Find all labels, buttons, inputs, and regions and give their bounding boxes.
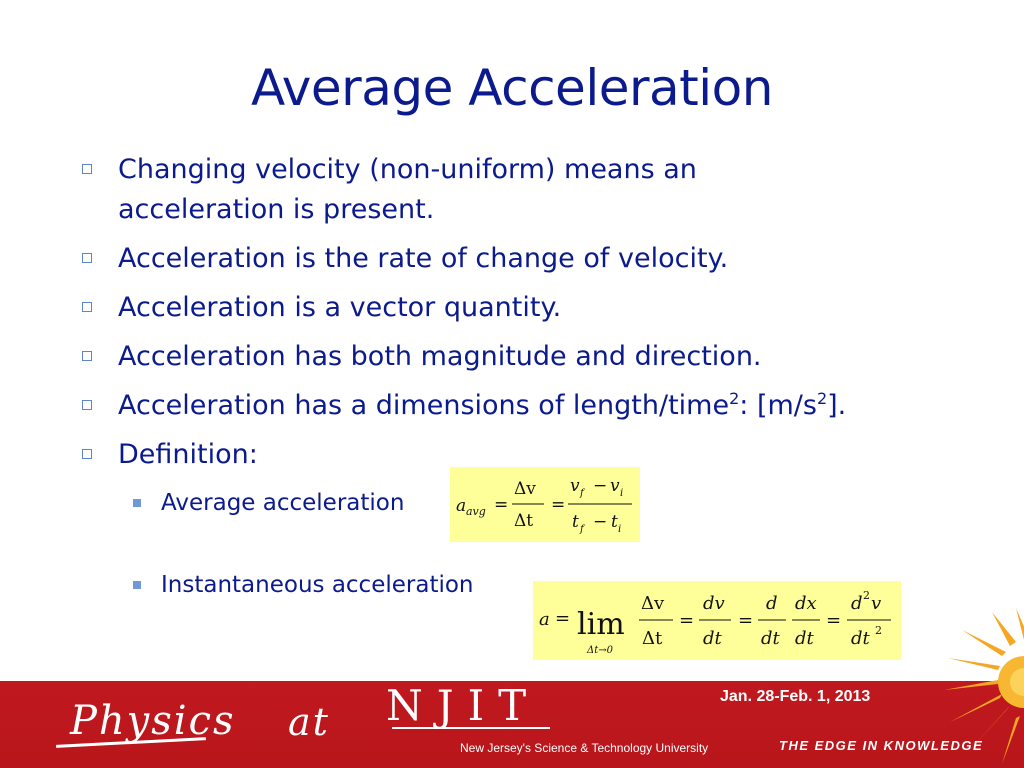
formula-numerator: v (871, 593, 881, 614)
bullet-text-part: : [m/s (739, 390, 817, 421)
formula-equals: = (826, 610, 841, 631)
formula-operator: − (593, 476, 607, 496)
bullet-item: Acceleration has both magnitude and dire… (80, 337, 980, 377)
formula-subscript: avg (466, 505, 486, 518)
formula-denominator: dt (761, 628, 781, 649)
tagline: THE EDGE IN KNOWLEDGE (779, 738, 984, 753)
njit-logo-rule (392, 727, 550, 729)
formula-numerator: dv (703, 593, 725, 614)
bullet-item: Acceleration is the rate of change of ve… (80, 239, 980, 279)
sub-bullet-text: Average acceleration (161, 490, 405, 516)
at-wordmark: at (288, 700, 330, 744)
bullet-text: Acceleration has both magnitude and dire… (118, 341, 762, 372)
formula-equals: = (555, 608, 570, 629)
formula-equals: = (738, 610, 753, 631)
physics-wordmark: Physics (70, 698, 236, 744)
formula-superscript: 2 (875, 624, 882, 637)
bullet-item: Acceleration is a vector quantity. (80, 288, 980, 328)
superscript: 2 (729, 389, 740, 408)
bullet-text-part: ]. (827, 390, 847, 421)
square-bullet-icon (82, 449, 92, 459)
footer-band (0, 681, 1024, 768)
njit-subtitle: New Jersey's Science & Technology Univer… (460, 741, 709, 755)
sun-logo-icon (944, 608, 1024, 764)
formula-limit-subscript: Δt→0 (586, 645, 614, 656)
formula-denominator: dt (851, 628, 871, 649)
njit-logo: NJIT (386, 681, 541, 730)
bullet-item: Definition: (80, 435, 980, 475)
formula-symbol: v (610, 476, 620, 496)
superscript: 2 (816, 389, 828, 408)
formula-denominator: dt (795, 628, 815, 649)
formula-operator: − (593, 512, 607, 532)
formula-subscript: f (579, 524, 586, 535)
square-bullet-icon (82, 400, 92, 410)
sub-bullet-instantaneous: Instantaneous acceleration (131, 570, 474, 600)
formula-instantaneous-svg: a = lim Δt→0 Δv Δt = dv dt = d dt dx dt … (539, 589, 891, 656)
formula-numerator: Δv (514, 479, 536, 499)
formula-denominator: Δt (514, 511, 533, 531)
bullet-item: Changing velocity (non-uniform) means an… (80, 150, 980, 230)
bullet-text-part: Acceleration has a dimensions of length/… (118, 390, 730, 421)
bullet-line: Changing velocity (non-uniform) means an (118, 154, 697, 185)
formula-superscript: 2 (863, 589, 870, 602)
event-date: Jan. 28-Feb. 1, 2013 (720, 688, 871, 705)
formula-subscript: f (579, 488, 586, 499)
formula-symbol: a (456, 496, 466, 516)
sub-bullet-average: Average acceleration (131, 488, 404, 518)
formula-average-svg: a avg = Δv Δt = v f − v i t f − t i (456, 476, 632, 535)
formula-equals: = (494, 495, 508, 515)
formula-limit: lim (577, 607, 625, 642)
square-bullet-icon (133, 499, 141, 507)
slide-title: Average Acceleration (251, 59, 773, 117)
bullet-list: Changing velocity (non-uniform) means an… (80, 150, 980, 484)
formula-numerator: dx (795, 593, 817, 614)
square-bullet-icon (82, 351, 92, 361)
formula-instantaneous-acceleration: a = lim Δt→0 Δv Δt = dv dt = d dt dx dt … (533, 581, 901, 660)
square-bullet-icon (133, 581, 141, 589)
bullet-line: acceleration is present. (118, 194, 435, 225)
formula-average-acceleration: a avg = Δv Δt = v f − v i t f − t i (450, 467, 640, 542)
bullet-item: Acceleration has a dimensions of length/… (80, 386, 980, 426)
formula-numerator: d (851, 593, 863, 614)
formula-symbol: a (539, 609, 550, 630)
formula-subscript: i (618, 524, 621, 535)
bullet-text: Acceleration is the rate of change of ve… (118, 243, 729, 274)
formula-symbol: t (572, 512, 579, 532)
formula-denominator: Δt (642, 628, 663, 649)
formula-symbol: t (611, 512, 618, 532)
formula-denominator: dt (703, 628, 723, 649)
bullet-text: Definition: (118, 439, 258, 470)
bullet-text: Acceleration is a vector quantity. (118, 292, 562, 323)
sub-bullet-text: Instantaneous acceleration (161, 572, 474, 598)
bullet-text-dimensions: Acceleration has a dimensions of length/… (118, 386, 980, 426)
square-bullet-icon (82, 253, 92, 263)
square-bullet-icon (82, 164, 92, 174)
formula-symbol: v (570, 476, 580, 496)
formula-numerator: Δv (641, 593, 665, 614)
formula-equals: = (679, 610, 694, 631)
formula-subscript: i (620, 488, 623, 499)
formula-equals: = (551, 495, 565, 515)
square-bullet-icon (82, 302, 92, 312)
formula-numerator: d (766, 593, 778, 614)
